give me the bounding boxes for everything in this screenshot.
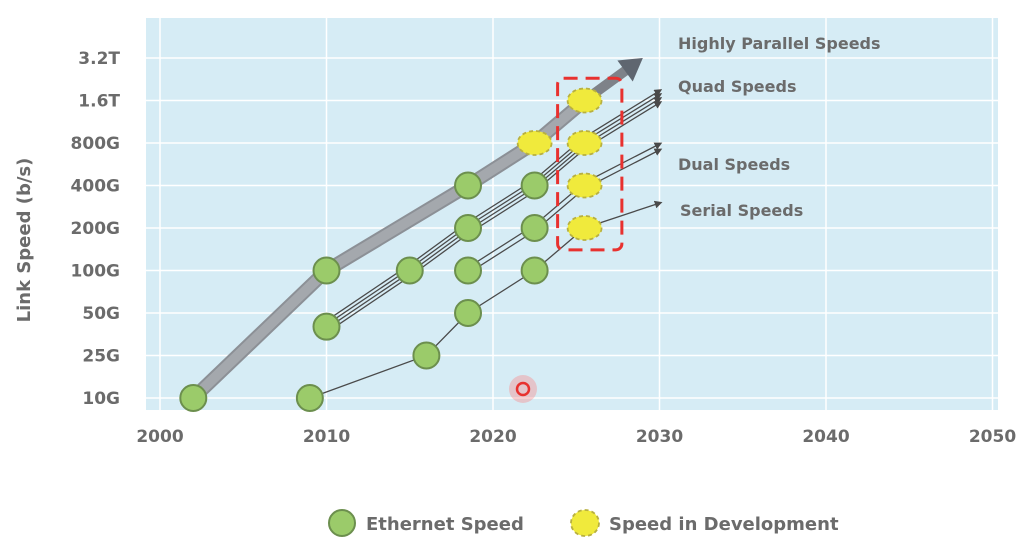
development-speed-point <box>516 130 553 156</box>
y-tick-label: 1.6T <box>78 92 120 112</box>
series-line <box>467 148 663 275</box>
ethernet-speed-point <box>412 341 441 370</box>
ethernet-speed-point <box>312 256 341 285</box>
y-axis-ticks: 10G 25G 50G 100G 200G 400G 800G 1.6T 3.2T <box>71 49 121 409</box>
legend-label: Speed in Development <box>609 514 839 535</box>
development-speed-point <box>566 215 603 241</box>
series-label: Dual Speeds <box>678 155 790 174</box>
series-points <box>179 87 603 412</box>
legend-development-marker <box>570 509 600 537</box>
highly-parallel-arrowhead <box>617 58 643 82</box>
y-tick-label: 10G <box>82 389 120 409</box>
development-speed-point <box>566 87 603 114</box>
ethernet-speed-point <box>454 299 483 327</box>
ethernet-speed-point <box>295 384 324 412</box>
development-highlight-box <box>556 76 624 252</box>
x-tick-label: 2020 <box>469 427 516 447</box>
ethernet-speed-point <box>312 312 341 341</box>
x-axis-ticks: 2000 2010 2020 2030 2040 2050 <box>136 427 1016 447</box>
x-tick-label: 2050 <box>969 427 1016 447</box>
ethernet-speed-point <box>520 256 549 285</box>
series-line <box>326 89 663 322</box>
y-tick-label: 3.2T <box>78 49 120 69</box>
ethernet-speed-point <box>520 214 549 242</box>
ethernet-speed-point <box>179 384 208 412</box>
y-tick-label: 800G <box>71 134 120 154</box>
ethernet-speed-point <box>454 256 483 285</box>
series-label: Highly Parallel Speeds <box>678 34 881 53</box>
plot-area <box>146 18 998 410</box>
y-axis-label: Link Speed (b/s) <box>14 158 35 323</box>
development-speed-point <box>566 172 603 199</box>
y-tick-label: 200G <box>71 219 120 239</box>
cursor-indicator <box>509 375 537 403</box>
y-tick-label: 50G <box>82 304 120 324</box>
ethernet-speed-point <box>520 171 549 200</box>
development-speed-point <box>566 130 603 156</box>
y-tick-label: 25G <box>82 347 120 367</box>
legend-ethernet-marker <box>328 509 356 537</box>
ethernet-speed-point <box>454 214 483 242</box>
series-label: Quad Speeds <box>678 77 796 96</box>
x-tick-label: 2010 <box>303 427 350 447</box>
x-tick-label: 2040 <box>802 427 849 447</box>
legend-label: Ethernet Speed <box>366 514 524 535</box>
ethernet-speed-point <box>454 171 483 200</box>
series-line <box>326 93 663 326</box>
series-labels: Highly Parallel Speeds Quad Speeds Dual Sp… <box>678 34 881 220</box>
series-label: Serial Speeds <box>680 201 803 220</box>
y-tick-label: 400G <box>71 177 120 197</box>
x-tick-label: 2000 <box>136 427 183 447</box>
y-tick-label: 100G <box>71 262 120 282</box>
legend: Ethernet Speed Speed in Development <box>328 509 839 537</box>
ethernet-speed-point <box>395 256 424 285</box>
x-tick-label: 2030 <box>636 427 683 447</box>
